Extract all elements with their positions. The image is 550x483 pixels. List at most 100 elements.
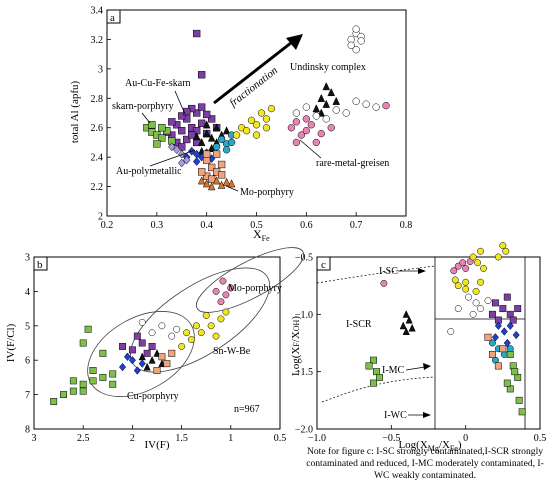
ylabel-part: /X [290,331,302,342]
data-point-salmon-square [153,367,161,374]
data-point-green-square [109,370,117,378]
data-point-pink-circle [222,291,230,299]
data-point-green-square [503,379,511,387]
data-point-white-circle [347,41,355,49]
data-point-green-square [69,377,77,385]
x-tick-label: 0.5 [274,433,287,444]
data-point-green-square [89,367,97,374]
data-point-yellow-circle [477,278,484,286]
data-point-yellow-circle [502,247,510,255]
data-point-black-triangle [207,133,216,142]
ylabel-part: ) [290,316,302,320]
annotation-au-cu-fe-skarn: Au-Cu-Fe-skarn [125,78,191,89]
data-point-salmon-square [217,171,226,179]
panel-a-badge [106,9,121,24]
annotation-arrow [149,149,196,167]
data-point-salmon-square [499,345,507,353]
data-point-green-square [511,368,519,376]
data-point-black-triangle [148,355,156,364]
data-point-salmon-square [163,360,171,368]
data-point-purple-square [183,107,191,116]
panel-b-points [50,277,235,405]
xlabel-part: Log(X [398,439,427,451]
data-point-yellow-circle [454,282,462,290]
data-point-pink-circle [450,267,458,275]
xlabel-part: /X [439,439,450,451]
annotation-i-scr: I-SCR [346,319,372,330]
data-point-blue-diamond [133,366,141,375]
data-point-salmon-square [208,175,216,183]
annotation-cu-porphyry: Cu-porphyry [127,391,179,402]
xlabel-sub: Mg [428,444,439,453]
data-point-white-circle [352,97,360,105]
fractionation-arrow [213,37,297,105]
data-point-white-circle [302,103,310,111]
data-point-blue-diamond [503,338,511,348]
y-tick-label: 3.2 [91,35,104,46]
data-point-purple-square [506,310,514,318]
data-point-black-triangle [402,310,410,318]
data-point-purple-square [119,342,127,350]
panel-b-xlabel: IV(F) [144,439,169,451]
annotation-skarn-porphyry: skarn-porphyry [112,101,174,112]
data-point-purple-square [193,29,201,38]
data-point-yellow-circle [183,329,190,337]
x-tick-label: 0.5 [250,220,263,231]
y-tick-label: 7 [25,390,30,401]
y-tick-label: 2.6 [91,123,104,134]
figure-note: Note for figure c: I-SC strongly contami… [306,446,544,481]
x-tick-label: 0.7 [350,220,363,231]
data-point-green-square [60,391,67,399]
x-tick-label: 0 [463,433,468,444]
annotation-arrow [141,112,151,124]
data-point-purple-square [514,305,522,313]
data-point-pink-circle [292,118,301,126]
data-point-black-triangle [222,126,231,135]
annotation-undinsky: Undinsky complex [290,62,366,73]
data-point-white-circle [352,25,360,33]
y-tick-label: 2.2 [91,182,104,193]
y-tick-label: 3 [25,253,30,264]
annotation-i-sc: I-SC [379,266,398,277]
panel-c-ticks: −1.0 −0.5 0 0.5 −0.5 −1.0 −1.5 −2.0 [295,253,546,445]
data-point-yellow-circle [197,329,205,337]
data-point-green-square [506,385,514,393]
data-point-cyan-circle [491,356,499,364]
data-point-black-triangle [202,120,211,129]
data-point-green-square [153,140,161,148]
data-point-green-square [50,398,58,405]
data-point-blue-diamond [491,333,499,342]
x-tick-label: 0.4 [200,220,213,231]
x-tick-label: 0.5 [534,433,547,444]
data-point-white-circle [322,115,330,123]
data-point-salmon-square [168,349,176,357]
data-point-yellow-circle [252,131,261,139]
x-tick-label: 1 [228,433,233,444]
data-point-pink-circle [217,298,225,306]
data-point-white-circle [158,322,166,330]
data-point-yellow-circle [262,115,271,123]
data-point-green-square [506,351,514,358]
data-point-blue-diamond [123,352,132,361]
data-point-purple-square [503,293,511,301]
data-point-yellow-circle [217,315,225,323]
x-tick-label: 0.2 [101,220,114,231]
data-point-purple-square [198,103,206,111]
data-point-purple-square [203,110,211,119]
y-tick-label: 4 [25,287,30,298]
data-point-black-triangle [327,87,336,97]
panel-c-frame [316,256,541,430]
y-tick-label: −1.5 [295,367,313,378]
x-tick-label: −0.5 [382,433,400,444]
data-point-white-circle [342,109,350,117]
data-point-orange-triangle [197,176,206,185]
data-point-yellow-circle [462,285,470,293]
x-tick-label: 1.5 [175,433,188,444]
data-point-salmon-square [208,163,216,172]
data-point-blue-diamond [500,327,508,336]
data-point-blue-diamond [512,330,520,340]
data-point-purple-square [488,310,496,318]
data-point-cyan-circle [222,146,231,154]
data-point-yellow-circle [477,247,484,255]
x-tick-label: 0.6 [300,220,313,231]
